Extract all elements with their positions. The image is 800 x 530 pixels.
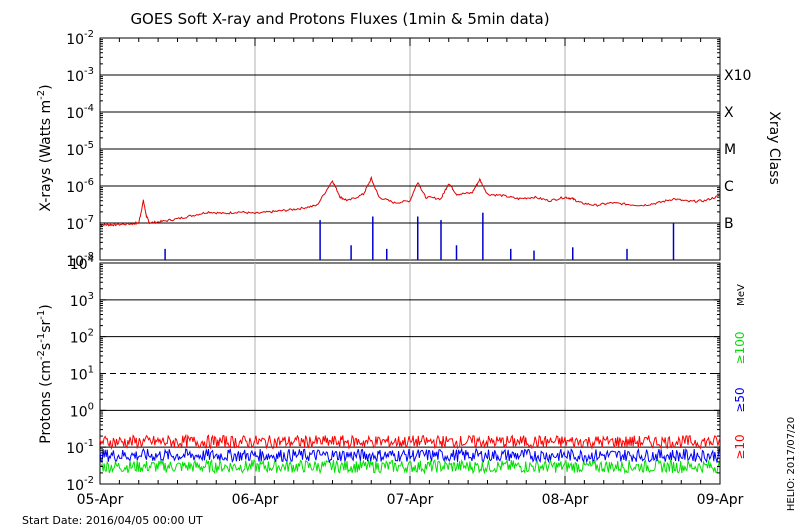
proton-series bbox=[99, 458, 721, 475]
xtick-label: 08-Apr bbox=[542, 492, 589, 508]
xray-ytick-label: 10-4 bbox=[66, 103, 94, 122]
proton-ytick-label: 101 bbox=[70, 365, 94, 384]
proton-ytick-label: 100 bbox=[70, 401, 94, 420]
xtick-label: 06-Apr bbox=[232, 492, 279, 508]
xray-ytick-label: 10-3 bbox=[66, 66, 94, 85]
proton-series bbox=[99, 433, 721, 451]
xray-ytick-label: 10-6 bbox=[66, 177, 94, 196]
credit-label: HELIO: 2017/07/20 bbox=[786, 417, 797, 511]
xray-ytick-label: 10-2 bbox=[66, 29, 94, 48]
xray-ytick-label: 10-5 bbox=[66, 140, 94, 159]
xray-class-x10: X10 bbox=[724, 68, 751, 84]
xray-class-label: Xray Class bbox=[766, 111, 782, 185]
start-date-label: Start Date: 2016/04/05 00:00 UT bbox=[22, 514, 203, 527]
xtick-label: 05-Apr bbox=[77, 492, 124, 508]
xray-ylabel: X-rays (Watts m-2) bbox=[36, 84, 54, 211]
legend-10: ≥10 bbox=[733, 434, 747, 459]
xray-ytick-label: 10-8 bbox=[66, 251, 94, 270]
xtick-label: 09-Apr bbox=[697, 492, 744, 508]
chart-title: GOES Soft X-ray and Protons Fluxes (1min… bbox=[130, 10, 549, 28]
proton-ylabel: Protons (cm-2s-1sr-1) bbox=[36, 304, 54, 443]
xtick-label: 07-Apr bbox=[387, 492, 434, 508]
xray-ytick-label: 10-7 bbox=[66, 214, 94, 233]
xray-class-b: B bbox=[724, 216, 734, 232]
proton-ytick-label: 103 bbox=[70, 291, 94, 310]
proton-ytick-label: 10-1 bbox=[66, 438, 94, 457]
legend-50: ≥50 bbox=[733, 387, 747, 412]
xray-class-m: M bbox=[724, 142, 736, 158]
proton-series bbox=[99, 447, 721, 464]
xray-class-x: X bbox=[724, 105, 734, 121]
proton-ytick-label: 104 bbox=[70, 254, 94, 273]
legend-100: ≥100 bbox=[733, 332, 747, 365]
legend-mev: MeV bbox=[736, 284, 747, 306]
xray-long-series bbox=[99, 175, 721, 227]
proton-ytick-label: 102 bbox=[70, 328, 94, 347]
proton-ytick-label: 10-2 bbox=[66, 475, 94, 494]
xray-class-c: C bbox=[724, 179, 734, 195]
